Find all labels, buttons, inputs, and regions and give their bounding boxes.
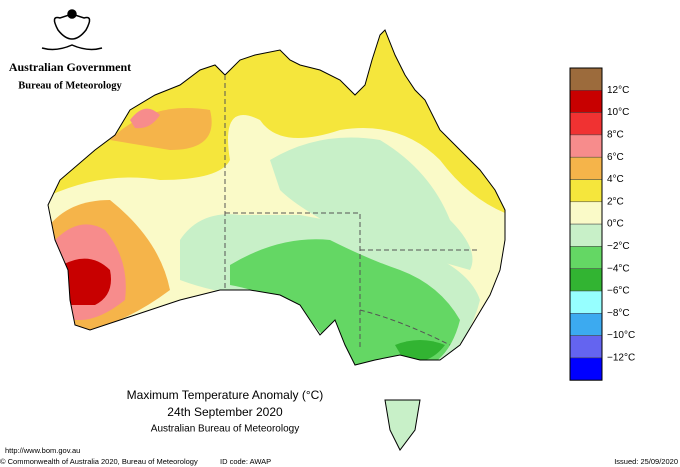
issued: Issued: 25/09/2020 bbox=[614, 457, 678, 466]
legend-swatch bbox=[569, 201, 603, 225]
legend-label: 4°C bbox=[607, 174, 624, 185]
copyright: © Commonwealth of Australia 2020, Bureau… bbox=[0, 457, 198, 466]
legend-swatch bbox=[569, 67, 603, 91]
legend-swatch bbox=[569, 223, 603, 247]
legend-label: 6°C bbox=[607, 152, 624, 163]
map-date: 24th September 2020 bbox=[167, 405, 283, 419]
legend-label: −12°C bbox=[607, 353, 635, 364]
legend-swatch bbox=[569, 156, 603, 180]
government-name: Australian Government bbox=[9, 60, 131, 74]
legend-swatch bbox=[569, 112, 603, 136]
crest bbox=[41, 9, 103, 51]
id-code: ID code: AWAP bbox=[220, 457, 271, 466]
legend-label: 0°C bbox=[607, 219, 624, 230]
legend-swatch bbox=[569, 313, 603, 336]
legend-label: 2°C bbox=[607, 196, 624, 207]
legend-label: −10°C bbox=[607, 330, 635, 341]
legend-swatch bbox=[569, 179, 603, 203]
map-source: Australian Bureau of Meteorology bbox=[151, 424, 299, 435]
legend-label: 10°C bbox=[607, 107, 629, 118]
legend-label: −4°C bbox=[607, 263, 630, 274]
legend-swatch bbox=[569, 335, 603, 359]
state-borders bbox=[224, 75, 480, 350]
legend-frame bbox=[569, 67, 603, 381]
legend: 12°C 10°C 8°C 6°C 4°C 2°C 0°C −2°C −4°C −6°C −8°C −… bbox=[569, 67, 635, 381]
legend-label: 12°C bbox=[607, 85, 629, 96]
agency-name: Bureau of Meteorology bbox=[18, 80, 122, 91]
url: http://www.bom.gov.au bbox=[5, 446, 80, 455]
legend-label: −2°C bbox=[607, 241, 630, 252]
map-title: Maximum Temperature Anomaly (°C) bbox=[127, 388, 324, 402]
legend-label: −8°C bbox=[607, 308, 630, 319]
legend-label: 8°C bbox=[607, 130, 624, 141]
legend-swatch bbox=[569, 134, 603, 158]
legend-label: −6°C bbox=[607, 286, 630, 297]
legend-swatch bbox=[569, 90, 603, 113]
legend-swatch bbox=[569, 290, 603, 314]
legend-swatch bbox=[569, 246, 603, 269]
legend-swatch bbox=[569, 268, 603, 292]
legend-swatch bbox=[569, 357, 603, 381]
coastline bbox=[47, 29, 506, 451]
